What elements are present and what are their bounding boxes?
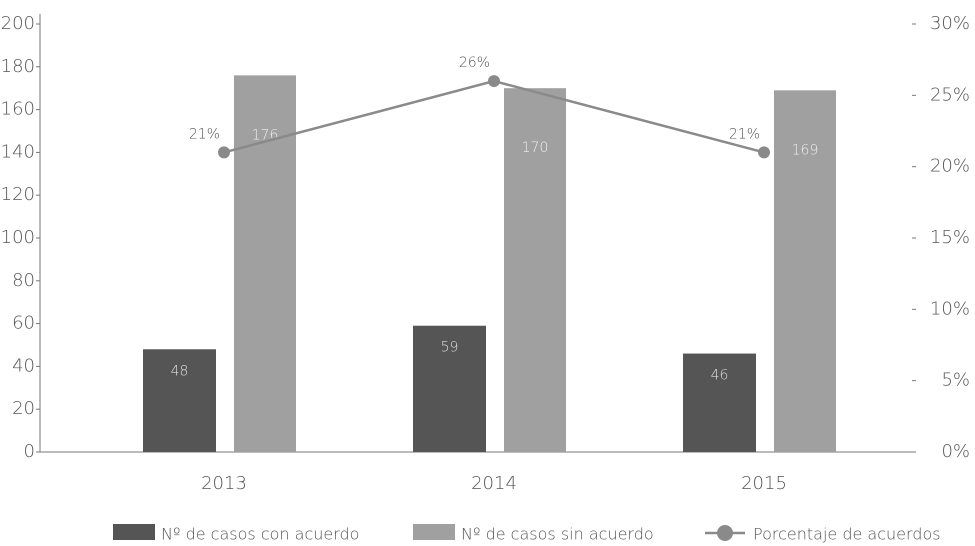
bar	[413, 325, 486, 452]
y2-tick-label: 0%	[941, 441, 970, 462]
y-tick-label: 100	[1, 227, 35, 248]
line-point	[488, 75, 500, 88]
y-tick-label: 40	[12, 355, 35, 376]
legend-swatch	[113, 524, 155, 540]
data-label: 46	[711, 368, 729, 384]
y2-tick-label: 10%	[930, 298, 970, 319]
legend-label: Nº de casos con acuerdo	[161, 525, 359, 544]
y2-tick-label: 25%	[930, 84, 970, 105]
line-point	[218, 146, 230, 159]
data-label: 26%	[459, 55, 490, 71]
bar	[774, 90, 836, 452]
bar	[143, 349, 216, 452]
bar	[234, 75, 296, 453]
y-tick-label: 60	[12, 313, 35, 334]
y-tick-label: 180	[1, 56, 35, 77]
y2-tick-label: 20%	[930, 156, 970, 177]
x-tick-label: 2015	[741, 473, 787, 494]
y-tick-label: 80	[12, 270, 35, 291]
data-label: 170	[522, 140, 549, 156]
data-label: 59	[441, 340, 459, 356]
line	[223, 79, 765, 154]
y-tick-label: 160	[1, 99, 35, 120]
legend-label: Porcentaje de acuerdos	[753, 525, 941, 544]
y-tick-label: 0	[24, 441, 35, 462]
legend-swatch	[413, 524, 455, 540]
bar	[504, 88, 566, 452]
legend-label: Nº de casos sin acuerdo	[461, 525, 654, 544]
line-point	[758, 146, 770, 159]
data-label: 21%	[729, 126, 760, 142]
x-tick-label: 2013	[201, 473, 247, 494]
y2-tick-label: 15%	[930, 227, 970, 248]
data-label: 48	[171, 363, 189, 379]
legend-marker	[717, 525, 733, 541]
y-tick-label: 140	[1, 141, 35, 162]
data-label: 21%	[189, 126, 220, 142]
y2-tick-label: 5%	[941, 370, 970, 391]
x-tick-label: 2014	[471, 473, 517, 494]
y2-tick-label: 30%	[930, 13, 970, 34]
y-tick-label: 120	[1, 184, 35, 205]
bar	[683, 353, 756, 452]
data-label: 169	[792, 142, 819, 158]
y-tick-label: 200	[1, 13, 35, 34]
y-tick-label: 20	[12, 398, 35, 419]
